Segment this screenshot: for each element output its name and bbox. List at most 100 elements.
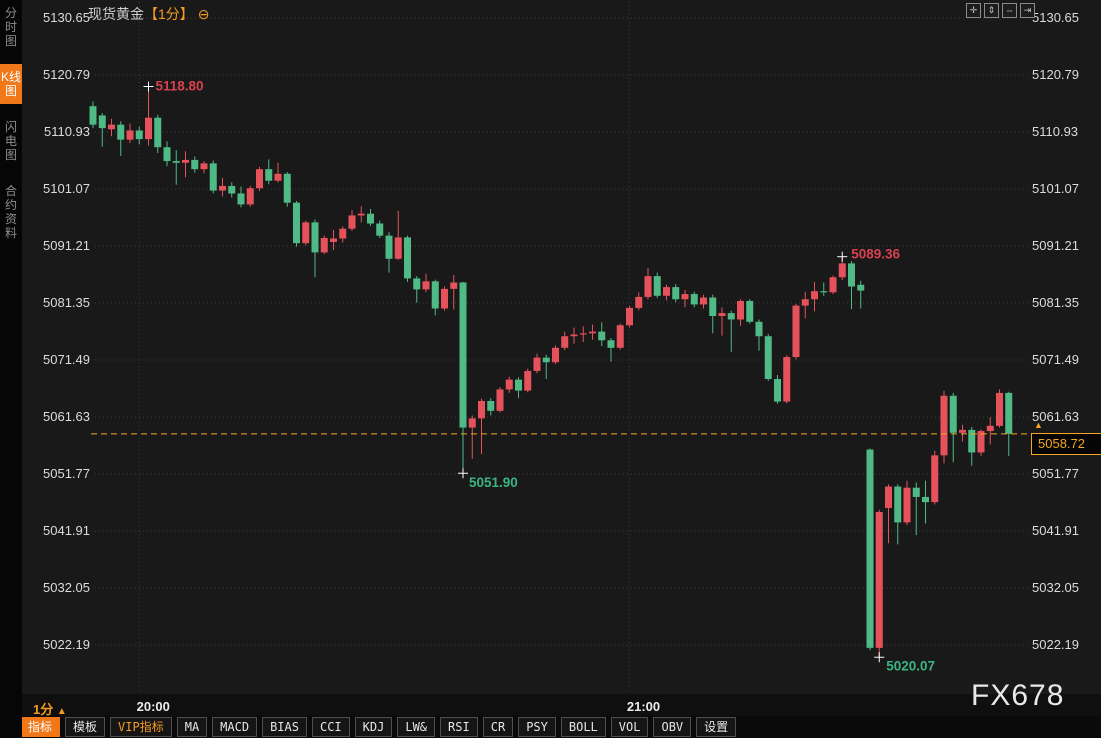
candle-body xyxy=(885,486,892,508)
toolbar-button-CCI[interactable]: CCI xyxy=(311,717,350,737)
candle-body xyxy=(783,357,791,402)
candle-body xyxy=(339,228,347,239)
candle-body xyxy=(1005,392,1013,434)
candle-body xyxy=(542,357,550,363)
candle-body xyxy=(431,281,439,309)
toolbar-button-BIAS[interactable]: BIAS xyxy=(262,717,307,737)
candle-body xyxy=(940,395,948,456)
sidebar-tab-闪电图[interactable]: 闪电图 xyxy=(4,120,17,162)
candle-body xyxy=(200,163,208,170)
time-label-21:00: 21:00 xyxy=(626,699,661,714)
price-label-left: 5051.77 xyxy=(43,466,90,481)
toolbar-button-MACD[interactable]: MACD xyxy=(212,717,258,737)
price-label-left: 5091.21 xyxy=(43,238,90,253)
candle-body xyxy=(894,486,902,523)
candle-body xyxy=(117,124,125,140)
symbol-title: 现货黄金 xyxy=(88,6,144,22)
candle-body xyxy=(468,418,476,428)
timeframe-selector[interactable]: 1分 ▲ xyxy=(33,699,67,718)
candle-body xyxy=(959,429,966,433)
candle-body xyxy=(792,305,800,358)
sidebar-tab-合约资料[interactable]: 合约资料 xyxy=(4,184,17,240)
toolbar-button-设置[interactable]: 设置 xyxy=(696,717,737,737)
candle-body xyxy=(986,425,994,432)
price-label-left: 5101.07 xyxy=(43,181,90,196)
pan-right-icon[interactable]: ⇥ xyxy=(1020,3,1035,18)
toolbar-button-模板[interactable]: 模板 xyxy=(65,717,106,737)
x-axis-fit-icon[interactable]: ⇔ xyxy=(1002,3,1017,18)
toolbar-button-MA[interactable]: MA xyxy=(176,717,208,737)
candle-body xyxy=(820,291,828,293)
y-axis-fit-icon[interactable]: ⇕ xyxy=(984,3,999,18)
toolbar-button-VOL[interactable]: VOL xyxy=(610,717,649,737)
crosshair-icon[interactable]: ✛ xyxy=(966,3,981,18)
candle-body xyxy=(727,313,735,320)
candle-body xyxy=(931,455,939,503)
candle-body xyxy=(977,431,985,453)
candle-body xyxy=(903,487,911,523)
candle-body xyxy=(505,379,513,390)
toolbar-button-PSY[interactable]: PSY xyxy=(518,717,556,737)
candle-body xyxy=(145,117,152,140)
candle-body xyxy=(663,287,670,296)
sidebar-tab-分时图[interactable]: 分时图 xyxy=(4,6,17,48)
collapse-icon[interactable]: ⊖ xyxy=(197,6,210,22)
candle-body xyxy=(737,300,744,320)
candle-body xyxy=(404,237,411,279)
candle-body xyxy=(108,124,115,130)
candle-body xyxy=(968,429,976,453)
candle-body xyxy=(774,379,781,402)
toolbar-button-BOLL[interactable]: BOLL xyxy=(560,717,606,737)
price-label-left: 5061.63 xyxy=(43,409,90,424)
chart-tool-icons: ✛ ⇕ ⇔ ⇥ xyxy=(966,3,1035,18)
candle-body xyxy=(626,307,633,326)
toolbar-button-KDJ[interactable]: KDJ xyxy=(354,717,393,737)
candle-body xyxy=(357,213,365,216)
chart-type-sidebar: 分时图 K线图闪电图合约资料 xyxy=(0,0,22,738)
candlestick-chart[interactable]: 5118.80 5089.36 5051.90 5020.07 xyxy=(0,0,1101,696)
candle-body xyxy=(515,379,522,391)
candle-body xyxy=(413,278,421,290)
toolbar-button-OBV[interactable]: OBV xyxy=(653,717,692,737)
candle-body xyxy=(848,263,855,287)
price-label-left: 5130.65 xyxy=(43,10,90,25)
candle-body xyxy=(524,370,532,391)
time-label-20:00: 20:00 xyxy=(136,699,170,714)
candle-body xyxy=(154,117,162,148)
candle-body xyxy=(237,193,245,205)
toolbar-button-CR[interactable]: CR xyxy=(482,717,514,737)
candle-body xyxy=(330,238,337,243)
candle-body xyxy=(320,237,328,253)
toolbar-button-RSI[interactable]: RSI xyxy=(440,717,478,737)
toolbar-button-指标[interactable]: 指标 xyxy=(20,717,61,737)
candle-body xyxy=(607,340,615,348)
price-label-left: 5071.49 xyxy=(43,352,90,367)
price-label-right: 5041.91 xyxy=(1032,523,1079,538)
candle-body xyxy=(616,325,624,348)
toolbar-button-LW&[interactable]: LW& xyxy=(397,717,436,737)
sidebar-tab-K线图[interactable]: K线图 xyxy=(0,64,22,104)
candle-body xyxy=(394,237,402,259)
candle-body xyxy=(653,276,661,296)
candle-body xyxy=(478,400,485,419)
candle-body xyxy=(829,277,837,293)
price-label-right: 5130.65 xyxy=(1032,10,1079,25)
candle-body xyxy=(709,297,717,317)
timeframe-badge: 【1分】 xyxy=(144,6,194,22)
toolbar-button-VIP指标[interactable]: VIP指标 xyxy=(110,717,172,737)
extreme-price-label: 5118.80 xyxy=(156,79,204,94)
candle-body xyxy=(385,235,393,259)
candle-body xyxy=(496,389,504,411)
candle-body xyxy=(690,294,698,305)
candle-body xyxy=(764,336,772,380)
price-label-right: 5120.79 xyxy=(1032,67,1079,82)
candle-body xyxy=(219,185,226,191)
candle-body xyxy=(191,159,199,170)
candle-body xyxy=(746,300,754,322)
candle-body xyxy=(422,281,430,290)
candle-body xyxy=(459,282,467,428)
candle-body xyxy=(700,297,707,305)
price-label-left: 5041.91 xyxy=(43,523,90,538)
price-label-right: 5022.19 xyxy=(1032,637,1079,652)
candle-body xyxy=(811,291,818,300)
